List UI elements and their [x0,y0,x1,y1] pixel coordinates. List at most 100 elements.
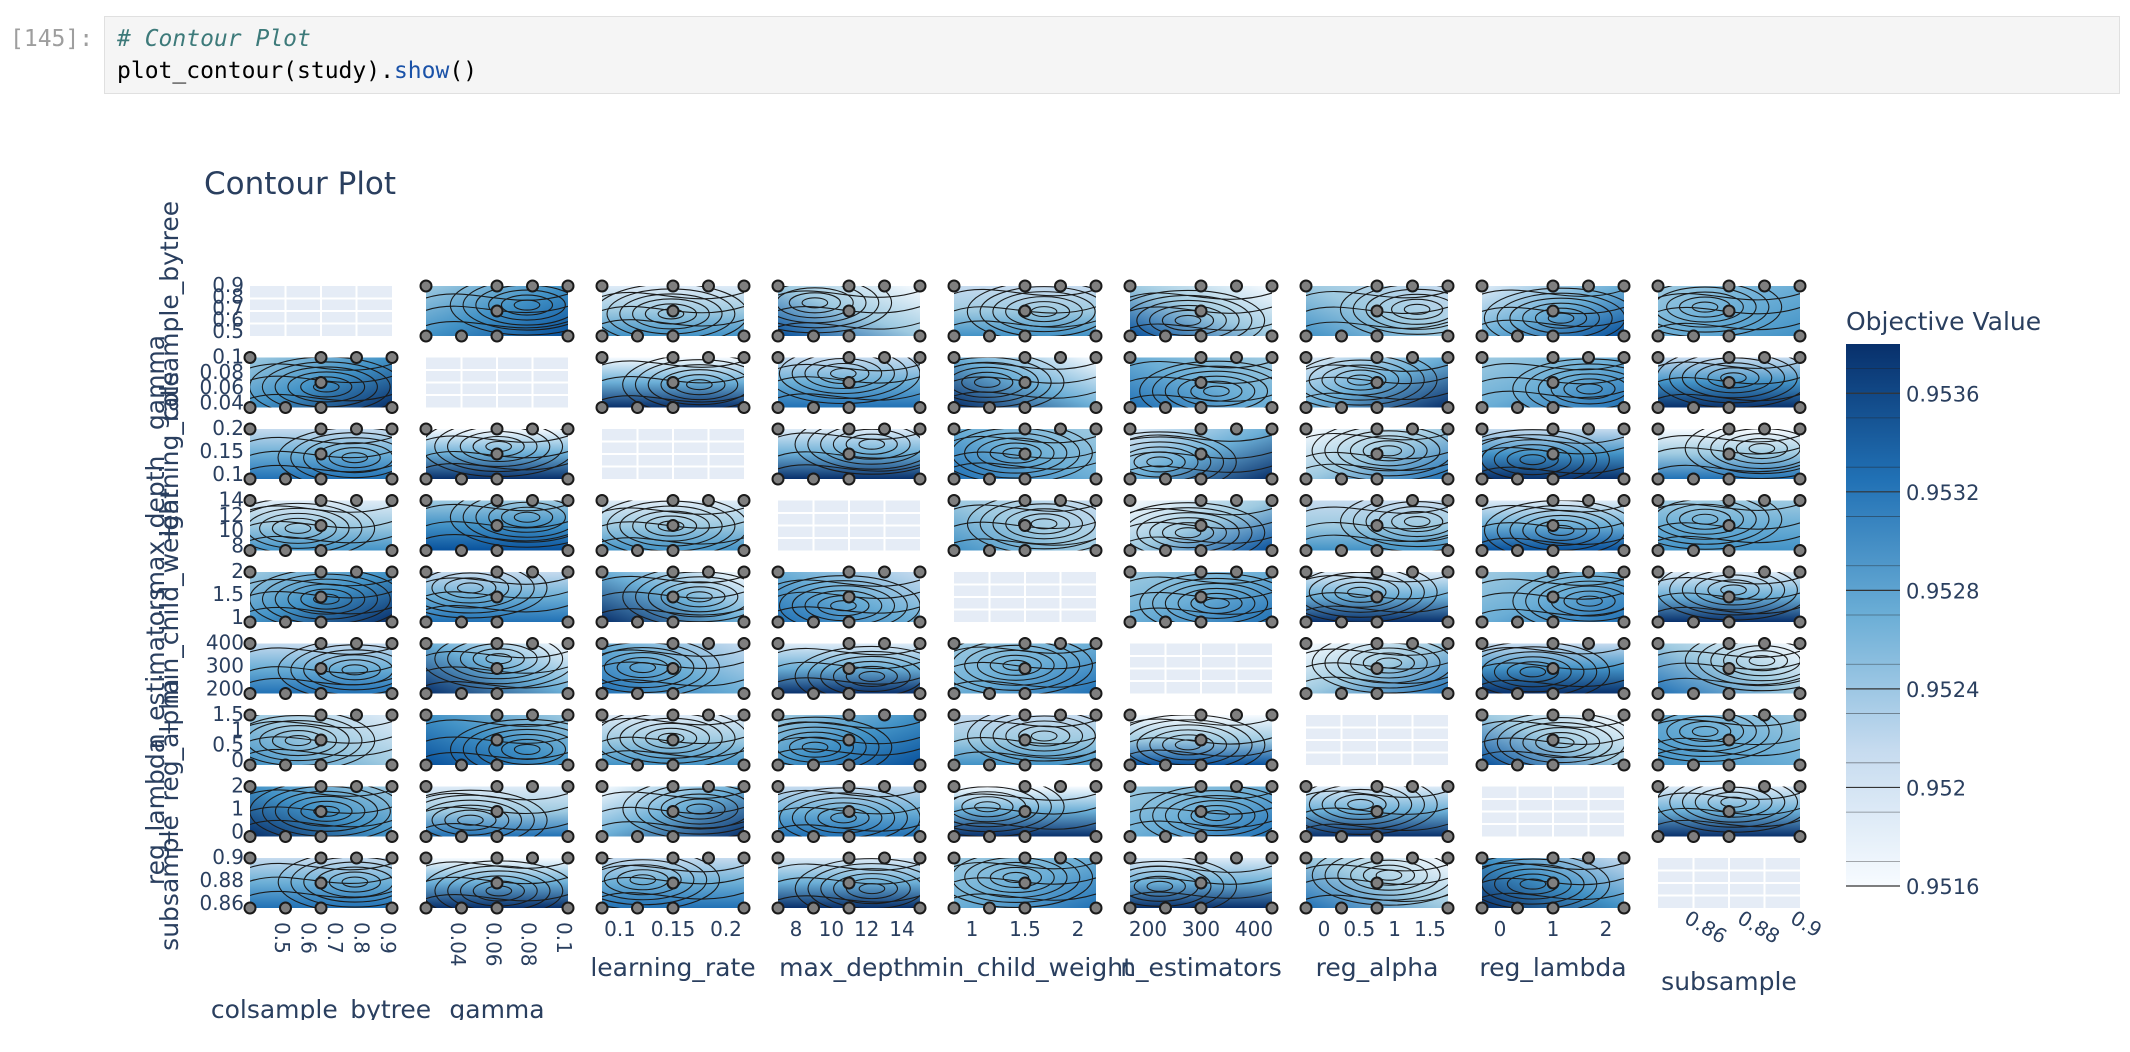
trial-point [807,687,820,700]
code-cell[interactable]: # Contour Plot plot_contour(study).show() [104,16,2120,94]
contour-line [954,786,1040,828]
trial-point [1018,830,1032,843]
colorbar-title: Objective Value [1846,307,2041,336]
contour-line [1710,643,1800,682]
trial-point [1194,329,1208,343]
subplot-learning_rate-vs-max_depth [771,422,927,486]
contour-line [1349,435,1428,467]
contour-line [1306,463,1448,471]
trial-point [314,830,328,843]
contour-line [791,585,896,622]
trial-point [1546,304,1560,318]
trial-point [1793,279,1807,293]
trial-point [947,351,961,364]
trial-point [1159,329,1172,343]
trial-point [1265,329,1279,343]
y-axis-title: min_child_weight [155,489,184,705]
contour-lines [1482,715,1624,765]
y-tick-label: 0.08 [199,360,244,384]
y-tick-label: 1.5 [212,702,244,726]
contour-lines [1658,500,1800,550]
trial-point [1123,708,1137,722]
trial-point [1265,422,1279,436]
trial-point [1194,708,1208,722]
contour-line [1658,464,1800,473]
trial-point [1511,544,1524,557]
contour-line [1482,439,1585,479]
subplot-reg_alpha-vs-min_child_weight [947,708,1103,772]
contour-line [1522,302,1600,334]
contour-line [1509,297,1613,336]
contour-line [1482,537,1624,546]
trial-point [385,780,399,793]
contour-line [1130,865,1272,873]
contour-line [602,864,744,873]
trial-point [1370,544,1384,557]
contour-line [426,577,568,585]
contour-line [300,800,353,822]
contour-line [426,894,568,902]
subplot-n_estimators-vs-max_depth [771,637,927,700]
trial-point [737,401,751,414]
trial-point [1230,279,1243,293]
trial-point [1441,830,1455,843]
trial-point [490,851,504,865]
trial-point [842,422,856,436]
trial-point [1475,637,1489,650]
trial-point [1441,401,1455,414]
trial-point [771,901,785,915]
trial-point [1194,401,1208,414]
trial-point [1265,565,1279,579]
trial-point [243,351,257,364]
trial-point [1406,494,1419,507]
trial-point [243,422,257,436]
trial-point [771,279,785,293]
contour-line [602,858,721,908]
trial-point [455,830,468,843]
trial-point [455,758,468,772]
trial-point [1722,805,1736,818]
contour-line [250,677,392,686]
contour-line [426,799,523,837]
contour-line [488,289,566,321]
contour-line [1547,312,1575,324]
trial-point [1617,565,1631,579]
trial-point [1054,422,1067,436]
trial-point [243,851,257,865]
contour-line [1482,646,1598,694]
trial-point [1617,401,1631,414]
trial-point [314,401,328,414]
contour-line [966,286,1096,336]
contour-line [832,660,911,692]
contour-line [1362,440,1415,462]
contour-line [1658,715,1770,757]
trial-point [490,422,504,436]
trial-point [947,780,961,793]
contour-line [1130,436,1225,479]
trial-point [1546,851,1560,865]
contour-line [1535,519,1588,541]
y-tick-label: 0.15 [199,439,244,463]
trial-point [878,565,891,579]
trial-point [947,401,961,414]
contour-line [250,715,363,765]
trial-point [526,851,539,865]
colorbar-tick-label: 0.9516 [1906,875,1979,899]
x-tick-label: 14 [889,917,914,941]
trial-point [842,662,856,675]
trial-point [243,758,257,772]
trial-point [1793,401,1807,414]
trial-point [1299,494,1313,507]
trial-point [490,637,504,650]
trial-point [1054,279,1067,293]
y-tick-label: 0.5 [212,319,244,343]
contour-line [820,429,920,465]
contour-line [1306,648,1448,656]
subplot-gamma-vs-n_estimators [1123,351,1279,414]
trial-point [314,590,328,604]
x-tick-label: 1 [1547,917,1560,941]
trial-point [1123,780,1137,793]
trial-point [350,494,363,507]
trial-point [1687,687,1700,700]
trial-point [737,351,751,364]
